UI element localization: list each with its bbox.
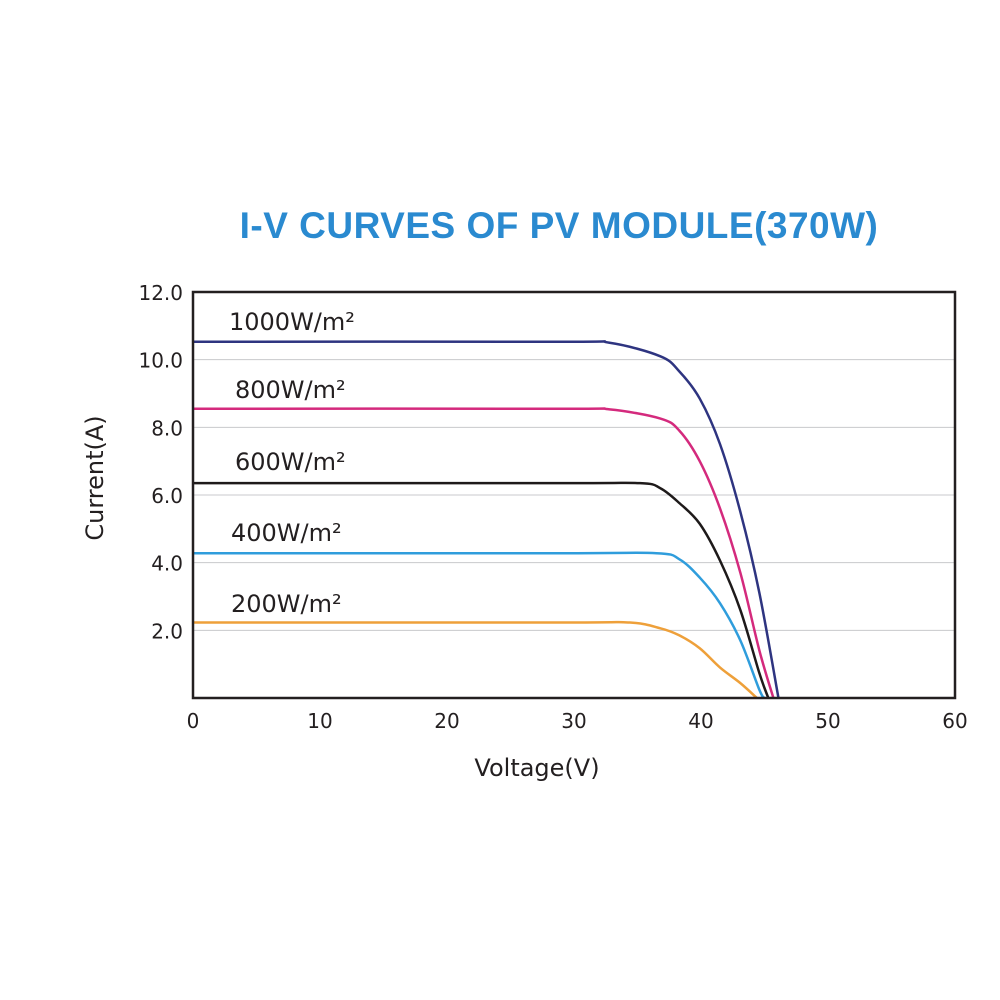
y-tick-label: 4.0 xyxy=(151,552,183,576)
y-tick-label: 10.0 xyxy=(138,349,183,373)
series-labels: 1000W/m² 800W/m² 600W/m² 400W/m² 200W/m² xyxy=(229,308,355,618)
y-tick-label: 6.0 xyxy=(151,484,183,508)
series-curve-3 xyxy=(193,551,766,699)
x-axis-label: Voltage(V) xyxy=(474,754,599,782)
gridlines xyxy=(193,359,955,631)
series-label: 800W/m² xyxy=(235,376,346,404)
y-tick-label: 12.0 xyxy=(138,281,183,305)
series-curve-4 xyxy=(193,620,758,699)
series-curve-2 xyxy=(192,481,770,699)
series-curve-0 xyxy=(192,340,780,699)
x-tick-label: 40 xyxy=(688,709,713,733)
x-tick-label: 0 xyxy=(187,709,200,733)
y-tick-label: 8.0 xyxy=(151,416,183,440)
series-label: 600W/m² xyxy=(235,448,346,476)
x-tick-label: 10 xyxy=(307,709,332,733)
x-tick-label: 50 xyxy=(815,709,840,733)
curves xyxy=(192,340,780,699)
series-label: 1000W/m² xyxy=(229,308,355,336)
y-tick-label: 2.0 xyxy=(151,619,183,643)
x-tick-label: 20 xyxy=(434,709,459,733)
x-tick-label: 60 xyxy=(942,709,967,733)
x-tick-labels: 0 10 20 30 40 50 60 xyxy=(187,709,968,733)
plot-frame xyxy=(191,290,957,700)
y-axis-label: Current(A) xyxy=(81,415,109,540)
x-tick-label: 30 xyxy=(561,709,586,733)
chart-title: I-V CURVES OF PV MODULE(370W) xyxy=(239,205,879,246)
series-curve-1 xyxy=(192,407,775,699)
series-label: 200W/m² xyxy=(231,590,342,618)
y-tick-labels: 2.0 4.0 6.0 8.0 10.0 12.0 xyxy=(138,281,183,643)
series-label: 400W/m² xyxy=(231,519,342,547)
